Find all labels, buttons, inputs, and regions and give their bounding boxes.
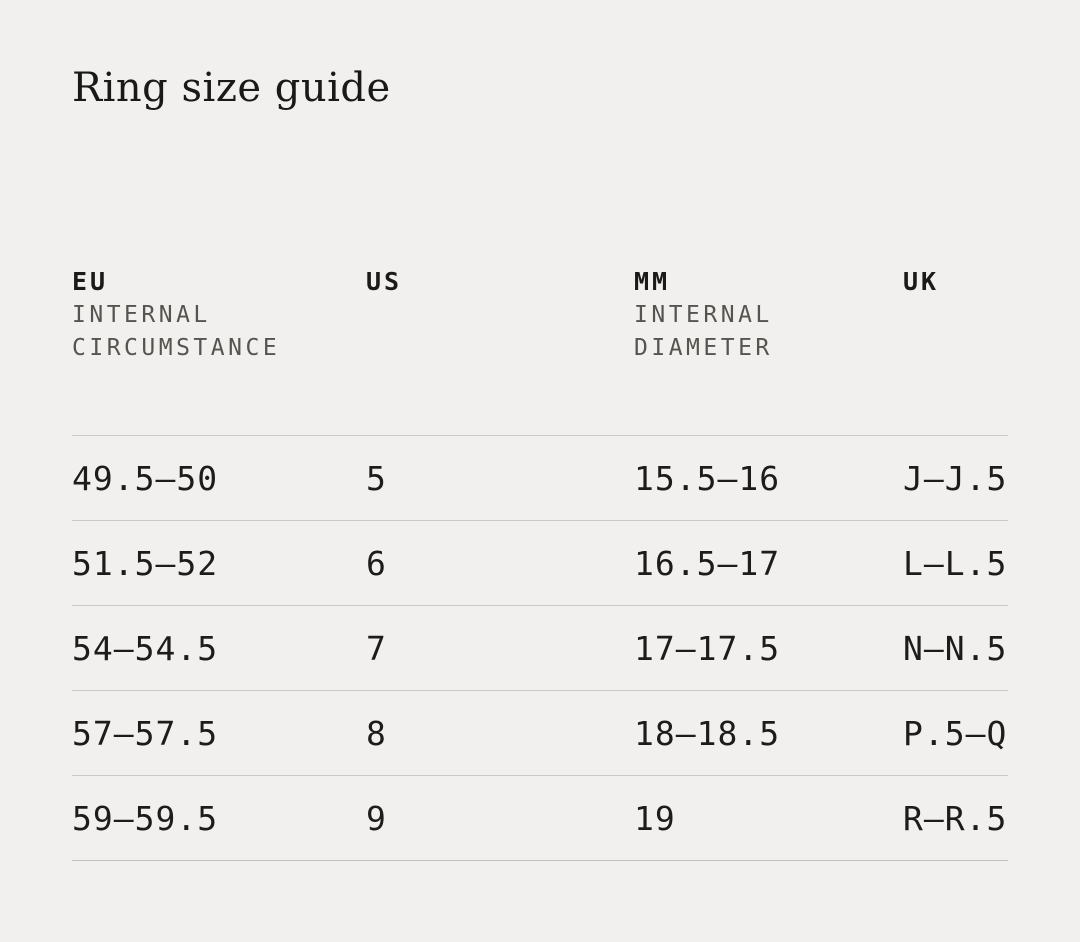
cell-uk: L—L.5 (903, 543, 1008, 583)
cell-uk: N—N.5 (903, 628, 1008, 668)
cell-us: 5 (366, 458, 387, 498)
column-sublabel-us (366, 299, 634, 365)
table-row: 54—54.5 7 17—17.5 N—N.5 (72, 605, 1008, 690)
cell-mm: 16.5—17 (634, 543, 781, 583)
column-header-eu: EU INTERNAL CIRCUMSTANCE (72, 265, 366, 365)
table-header-row: EU INTERNAL CIRCUMSTANCE US MM INTERNAL … (72, 265, 1008, 365)
cell-uk: P.5—Q (903, 713, 1008, 753)
column-label-mm: MM (634, 267, 671, 296)
cell-us: 6 (366, 543, 387, 583)
column-header-us: US (366, 265, 634, 365)
table-row: 51.5—52 6 16.5—17 L—L.5 (72, 520, 1008, 605)
column-label-us: US (366, 267, 403, 296)
column-label-uk: UK (903, 267, 940, 296)
table-row: 57—57.5 8 18—18.5 P.5—Q (72, 690, 1008, 775)
column-header-mm: MM INTERNAL DIAMETER (634, 265, 903, 365)
cell-us: 9 (366, 798, 387, 838)
cell-uk: R—R.5 (903, 798, 1008, 838)
size-table: 49.5—50 5 15.5—16 J—J.5 51.5—52 6 16.5—1… (72, 435, 1008, 861)
cell-eu: 49.5—50 (72, 458, 219, 498)
table-row: 59—59.5 9 19 R—R.5 (72, 775, 1008, 860)
table-row: 49.5—50 5 15.5—16 J—J.5 (72, 435, 1008, 520)
column-sublabel-eu: INTERNAL CIRCUMSTANCE (72, 302, 281, 361)
cell-eu: 57—57.5 (72, 713, 219, 753)
column-sublabel-mm: INTERNAL DIAMETER (634, 302, 773, 361)
column-header-uk: UK (903, 265, 1008, 365)
cell-mm: 18—18.5 (634, 713, 781, 753)
cell-us: 7 (366, 628, 387, 668)
cell-eu: 51.5—52 (72, 543, 219, 583)
cell-mm: 15.5—16 (634, 458, 781, 498)
cell-us: 8 (366, 713, 387, 753)
cell-uk: J—J.5 (903, 458, 1008, 498)
column-sublabel-uk (903, 299, 1008, 365)
cell-eu: 54—54.5 (72, 628, 219, 668)
cell-mm: 17—17.5 (634, 628, 781, 668)
cell-mm: 19 (634, 798, 676, 838)
page-title: Ring size guide (72, 65, 391, 111)
column-label-eu: EU (72, 267, 109, 296)
cell-eu: 59—59.5 (72, 798, 219, 838)
